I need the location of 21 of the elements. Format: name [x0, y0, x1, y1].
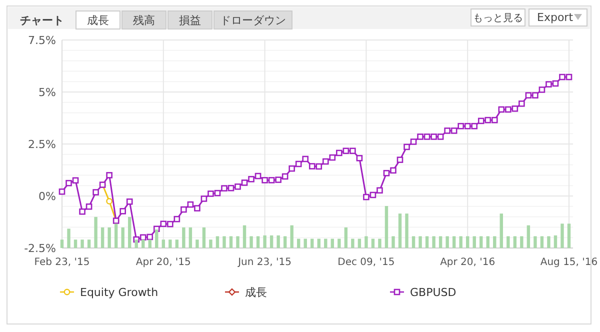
x-tick-label: Aug 15, '16 [540, 257, 598, 268]
legend-label: GBPUSD [410, 286, 456, 299]
x-tick-label: Apr 20, '15 [136, 257, 191, 268]
text: Export [537, 11, 574, 24]
text: 成長 [87, 14, 109, 27]
text: 損益 [179, 14, 201, 27]
x-tick-label: Dec 09, '15 [338, 257, 395, 268]
x-tick-label: Apr 20, '16 [440, 257, 496, 268]
text: 残高 [133, 14, 155, 27]
y-tick-label: 5% [38, 86, 56, 99]
y-tick-label: -2.5% [24, 242, 56, 255]
text: チャート [20, 14, 64, 27]
x-tick-label: Feb 23, '15 [34, 257, 90, 268]
legend-label: Equity Growth [80, 286, 158, 299]
x-tick-label: Jun 23, '15 [237, 257, 292, 268]
text: ドローダウン [220, 14, 286, 27]
y-tick-label: 0% [38, 190, 56, 203]
legend-label: 成長 [245, 286, 267, 299]
y-tick-label: 2.5% [28, 138, 56, 151]
y-tick-label: 7.5% [28, 34, 56, 47]
text: もっと見る [473, 13, 523, 24]
